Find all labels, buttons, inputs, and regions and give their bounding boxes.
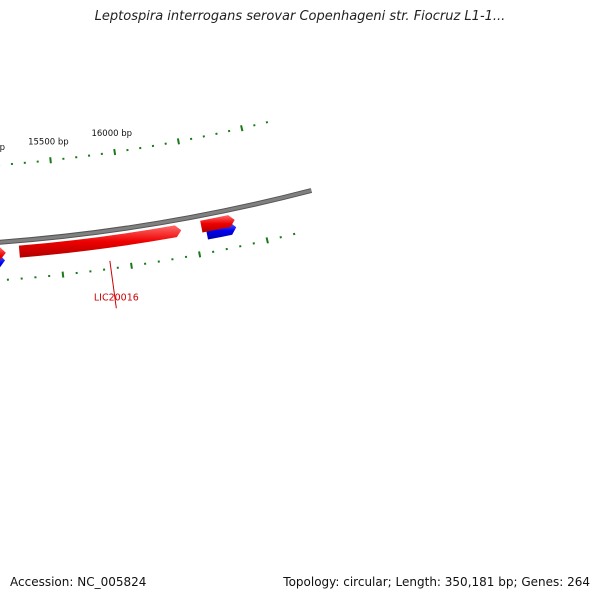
backbone-line-inner: [0, 189, 312, 244]
bp-tick-label: 15500 bp: [28, 137, 69, 147]
outer-tick-ring-mark: [61, 271, 65, 278]
inner-tick-ring-mark: [240, 125, 244, 132]
bp-ticks: 12000 bp12500 bp13000 bp13500 bp14000 bp…: [0, 129, 132, 153]
map-title: Leptospira interrogans serovar Copenhage…: [94, 9, 506, 24]
gene-label: LIC20016: [94, 292, 139, 303]
genome-summary: Topology: circular; Length: 350,181 bp; …: [283, 575, 590, 589]
gene-labels: LIC20013hemEhemNLIC20016: [94, 260, 139, 309]
gene-track: [0, 215, 237, 268]
outer-tick-ring-mark: [198, 251, 202, 258]
bp-tick-label: 16000 bp: [91, 129, 132, 139]
outer-tick-ring-mark: [265, 237, 269, 244]
accession-label: Accession: NC_005824: [10, 575, 147, 589]
inner-tick-ring-mark: [176, 138, 180, 145]
gene-feature: [0, 247, 6, 260]
bp-tick-label: 15000 bp: [0, 143, 5, 153]
gene-feature: [18, 225, 182, 258]
inner-tick-ring-mark: [49, 157, 52, 164]
gene-label-leader: [109, 260, 117, 309]
gene-feature: [200, 215, 235, 233]
tick-dot-track: [0, 121, 296, 281]
inner-tick-ring-mark: [113, 148, 117, 156]
outer-tick-ring-mark: [130, 262, 133, 269]
genome-backbone: [0, 188, 313, 245]
